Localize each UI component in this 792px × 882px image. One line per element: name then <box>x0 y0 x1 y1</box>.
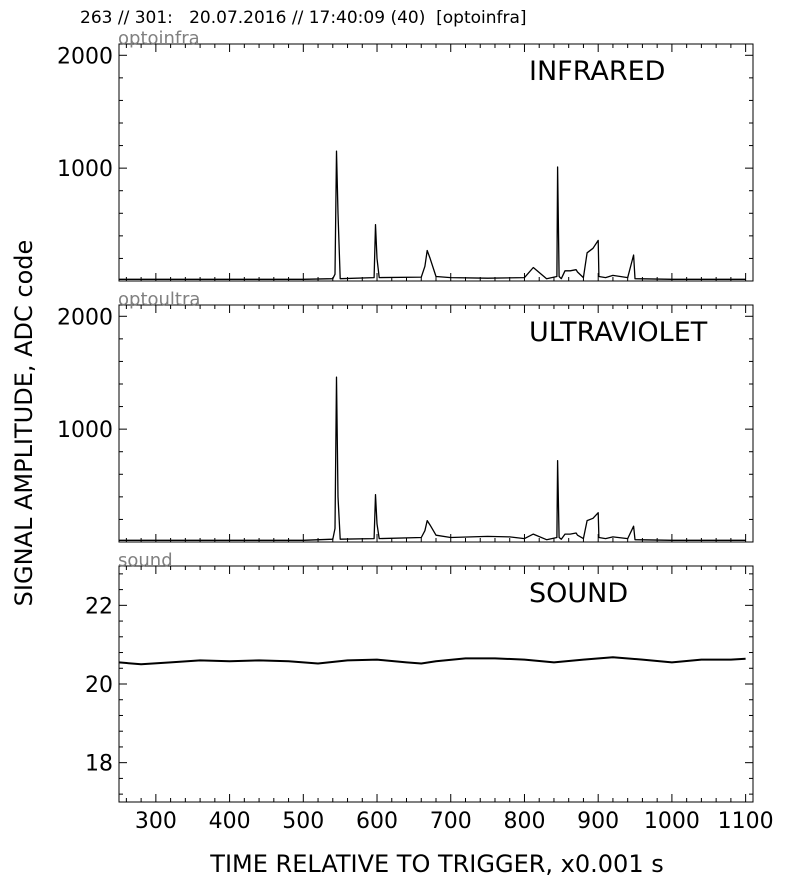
infrared-panel-title: INFRARED <box>529 56 665 87</box>
x-axis-label: TIME RELATIVE TO TRIGGER, x0.001 s <box>209 850 663 878</box>
x-tick-label: 1000 <box>644 809 700 834</box>
infrared-ytick-label: 2000 <box>57 44 113 69</box>
x-tick-label: 500 <box>282 809 324 834</box>
infrared-source-label: optoinfra <box>118 28 200 49</box>
ultraviolet-panel-title: ULTRAVIOLET <box>529 317 708 348</box>
sound-ytick-label: 18 <box>85 752 113 777</box>
sound-series-line <box>118 656 746 666</box>
figure-header: 263 // 301: 20.07.2016 // 17:40:09 (40) … <box>80 8 527 28</box>
x-tick-label: 1100 <box>718 809 774 834</box>
x-tick-label: 900 <box>577 809 619 834</box>
ultraviolet-ytick-label: 1000 <box>57 418 113 443</box>
x-tick-label: 800 <box>503 809 545 834</box>
x-tick-label: 400 <box>209 809 251 834</box>
infrared-series-line <box>119 150 746 280</box>
sound-source-label: sound <box>118 550 173 571</box>
ultraviolet-series-line <box>119 376 746 541</box>
sound-ytick-label: 22 <box>85 594 113 619</box>
infrared-ytick-label: 1000 <box>57 157 113 182</box>
y-axis-label: SIGNAL AMPLITUDE, ADC code <box>10 240 38 607</box>
ultraviolet-ytick-label: 2000 <box>57 305 113 330</box>
sound-panel-title: SOUND <box>529 578 628 609</box>
sound-ytick-label: 20 <box>85 673 113 698</box>
x-tick-label: 700 <box>430 809 472 834</box>
x-tick-label: 600 <box>356 809 398 834</box>
sound-plot-frame <box>118 565 754 803</box>
ultraviolet-source-label: optoultra <box>118 289 200 310</box>
x-tick-label: 300 <box>135 809 177 834</box>
